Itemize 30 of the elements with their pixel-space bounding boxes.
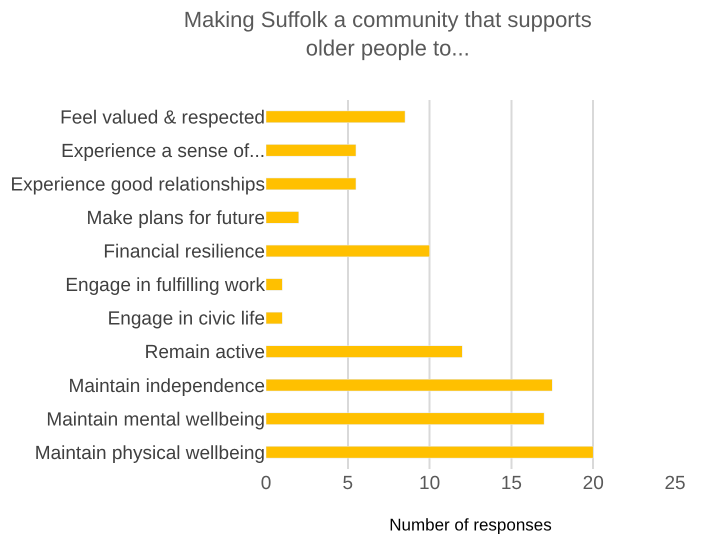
x-tick-label: 0 [260,473,272,494]
bar [266,345,463,358]
bar [266,144,356,156]
bar [266,178,356,190]
x-tick-label: 10 [419,473,440,494]
y-tick-label: Experience good relationships [10,174,265,196]
y-tick-label: Engage in fulfilling work [65,275,266,296]
bar [266,110,406,123]
x-axis-title: Number of responses [389,515,552,534]
bar [266,211,299,224]
bar [266,244,430,258]
y-tick-label: Feel valued & respected [60,107,265,128]
bar [266,379,553,392]
bar [266,278,283,291]
bar [266,412,544,425]
y-tick-label: Experience a sense of... [61,140,265,162]
x-tick-label: 15 [500,473,522,494]
y-tick-label: Financial resilience [103,242,265,263]
y-tick-label: Engage in civic life [108,308,265,330]
y-tick-label: Maintain mental wellbeing [46,409,265,430]
x-tick-label: 5 [342,473,354,494]
y-tick-label: Maintain independence [68,376,265,397]
x-tick-label: 20 [582,473,604,494]
y-tick-label: Make plans for future [86,208,265,230]
y-tick-label: Maintain physical wellbeing [34,442,265,464]
y-tick-label: Remain active [144,342,265,364]
x-tick-label: 25 [664,473,686,494]
bar [266,312,283,324]
chart-title: Making Suffolk a community that supports older people to... [184,7,592,61]
bar [266,446,594,458]
